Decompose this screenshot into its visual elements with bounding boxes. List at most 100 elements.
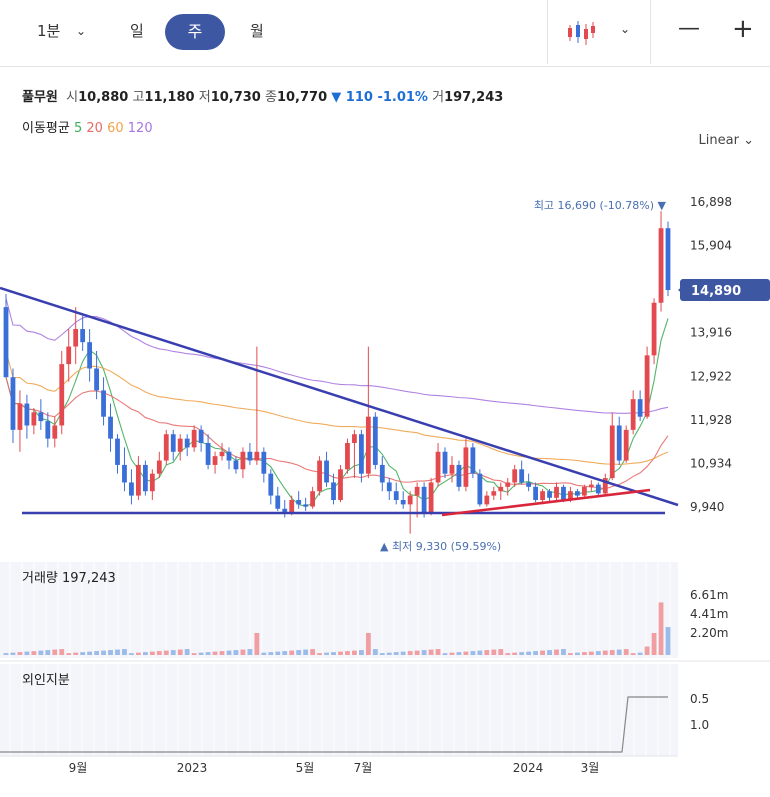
candle-body: [665, 228, 671, 291]
price-tick-label: 15,904: [690, 239, 732, 253]
volume-bar: [568, 653, 573, 655]
chevron-down-icon[interactable]: ⌄: [76, 24, 87, 38]
volume-bar: [630, 653, 636, 655]
zoom-in-icon[interactable]: +: [732, 14, 754, 44]
volume-bar: [616, 649, 622, 655]
zoom-out-icon[interactable]: —: [678, 16, 700, 41]
volume-bar: [170, 650, 176, 655]
volume-bar: [156, 651, 162, 655]
chevron-down-icon[interactable]: ⌄: [620, 22, 631, 36]
open-value: 10,880: [78, 90, 129, 105]
candle-body: [644, 355, 650, 417]
volume-bar: [338, 651, 343, 655]
volume-bar: [205, 652, 211, 655]
volume-panel-bg: [0, 562, 678, 658]
volume-bar: [59, 649, 65, 655]
volume-bar: [268, 652, 274, 655]
volume-bar: [66, 653, 72, 655]
volume-bar: [24, 651, 30, 655]
volume-bar: [400, 651, 406, 655]
tab-week[interactable]: 주: [165, 14, 225, 50]
candle-body: [115, 438, 120, 465]
volume-bar: [637, 652, 643, 655]
toolbar: 1분 ⌄ 일 주 월 ⌄ — +: [0, 0, 770, 67]
volume-bar: [94, 651, 99, 655]
volume-bar: [602, 650, 608, 655]
volume-bar: [142, 652, 148, 655]
candle-body: [602, 478, 608, 494]
candle-body: [484, 495, 490, 505]
volume-bar: [575, 652, 580, 655]
candle-body: [94, 368, 99, 391]
volume-bar: [365, 632, 371, 655]
candle-body: [219, 451, 225, 457]
volume-tick-label: 4.41m: [690, 607, 728, 621]
candle-body: [163, 434, 169, 461]
volume-panel-title: 거래량 197,243: [22, 571, 116, 586]
candle-body: [456, 464, 462, 487]
price-tick-label: 9,940: [690, 500, 724, 514]
candle-body: [310, 491, 316, 507]
candle-body: [275, 495, 281, 509]
candle-body: [533, 486, 538, 500]
candle-body: [45, 421, 51, 439]
volume-bar: [45, 650, 51, 655]
volume-bar: [115, 649, 120, 655]
foreign-tick-label: 0.5: [690, 692, 709, 706]
interval-select[interactable]: 1분: [37, 22, 61, 40]
volume-bar: [463, 651, 469, 655]
candle-body: [491, 491, 497, 496]
volume-bar: [282, 651, 288, 655]
volume-bar: [358, 650, 364, 655]
price-tick-label: 11,928: [690, 413, 732, 427]
volume-bar: [435, 649, 441, 655]
candle-body: [470, 447, 476, 474]
x-axis-label: 9월: [69, 761, 88, 775]
volume-bar: [31, 651, 37, 655]
volume-bar: [651, 632, 657, 655]
candle-body: [498, 486, 504, 492]
volume-bar: [609, 650, 615, 655]
candle-body: [637, 399, 643, 417]
volume-bar: [289, 650, 295, 655]
volume-bar: [233, 650, 239, 655]
candle-body: [554, 486, 559, 498]
price-tick-label: 16,898: [690, 195, 732, 209]
candle-body: [435, 451, 441, 483]
tab-month[interactable]: 월: [250, 22, 264, 40]
candle-body: [59, 364, 65, 426]
ma120-label: 120: [127, 121, 153, 136]
candle-body: [129, 482, 134, 496]
candle-body: [421, 486, 427, 514]
candle-body: [108, 416, 113, 439]
volume-bar: [184, 649, 190, 655]
candle-body: [3, 307, 9, 378]
ma20-label: 20: [86, 121, 103, 136]
volume-bar: [561, 649, 566, 655]
candle-body: [568, 491, 573, 500]
low-value: 10,730: [210, 90, 261, 105]
candle-body: [658, 228, 664, 303]
candle-body: [414, 486, 420, 496]
foreign-ownership-line: [0, 696, 668, 753]
low-marker-label: ▲ 최저 9,330 (59.59%): [380, 540, 501, 553]
volume-bar: [303, 649, 309, 655]
candle-body: [80, 329, 86, 343]
candle-body: [142, 464, 148, 492]
tab-day[interactable]: 일: [130, 22, 144, 40]
candle-body: [184, 438, 190, 448]
close-value: 10,770: [276, 90, 328, 105]
candle-body: [428, 482, 434, 514]
volume-bar: [108, 650, 113, 655]
candle-body: [505, 482, 511, 487]
scale-toggle[interactable]: Linear ⌄: [698, 133, 754, 148]
candle-body: [254, 451, 260, 461]
candle-body: [66, 346, 72, 365]
candle-body: [609, 425, 615, 479]
volume-bar: [317, 653, 322, 655]
volume-bar: [10, 652, 16, 655]
volume-bar: [449, 652, 455, 655]
current-price-label: 14,890: [691, 284, 741, 299]
candlestick-type-icon[interactable]: [566, 19, 596, 47]
